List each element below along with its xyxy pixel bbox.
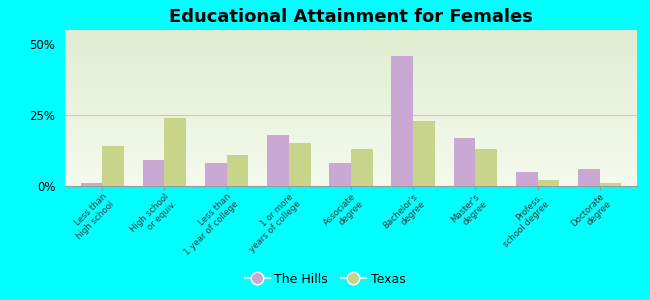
Text: Bachelor's
degree: Bachelor's degree — [382, 192, 427, 238]
Bar — [454, 138, 475, 186]
Bar — [351, 149, 372, 186]
Bar — [475, 149, 497, 186]
Text: Master's
degree: Master's degree — [450, 192, 489, 232]
Bar — [143, 160, 164, 186]
Legend: The Hills, Texas: The Hills, Texas — [239, 268, 411, 291]
Bar — [330, 163, 351, 186]
Bar — [267, 135, 289, 186]
Text: Associate
degree: Associate degree — [322, 192, 365, 235]
Text: 1 or more
years of college: 1 or more years of college — [240, 192, 302, 254]
Bar — [289, 143, 311, 186]
Text: Less than
high school: Less than high school — [68, 192, 116, 241]
Title: Educational Attainment for Females: Educational Attainment for Females — [169, 8, 533, 26]
Bar — [578, 169, 600, 186]
Bar — [205, 163, 227, 186]
Text: Less than
1 year of college: Less than 1 year of college — [176, 192, 240, 257]
Text: Profess.
school degree: Profess. school degree — [495, 192, 551, 249]
Bar — [102, 146, 124, 186]
Bar — [81, 183, 102, 186]
Bar — [227, 155, 248, 186]
Text: High school
or equiv.: High school or equiv. — [129, 192, 178, 241]
Bar — [600, 183, 621, 186]
Text: Doctorate
degree: Doctorate degree — [569, 192, 614, 236]
Bar — [538, 180, 559, 186]
Bar — [391, 56, 413, 186]
Bar — [413, 121, 435, 186]
Bar — [515, 172, 538, 186]
Bar — [164, 118, 187, 186]
